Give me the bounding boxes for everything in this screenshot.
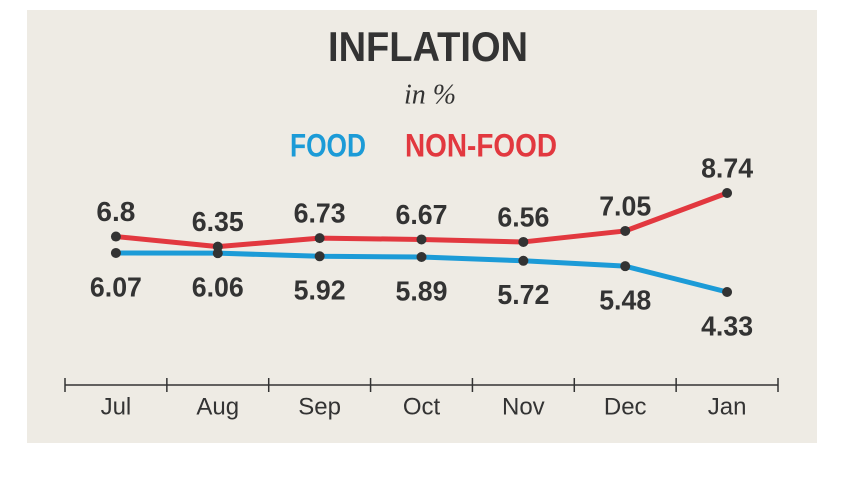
data-label: 5.72 [497,279,549,310]
x-tick-label: Dec [604,393,647,420]
chart-subtitle: in % [404,79,456,110]
point [722,287,733,297]
data-label: 6.73 [294,198,346,229]
panel [27,10,817,443]
legend-label: NON-FOOD [405,127,557,163]
point [416,234,427,245]
point [620,261,631,272]
point [314,251,325,262]
data-label: 8.74 [701,152,753,183]
data-label: 4.33 [701,310,753,341]
x-tick-label: Jan [708,393,747,420]
point [518,236,529,247]
point [314,233,325,244]
x-tick-label: Oct [403,393,441,420]
data-label: 6.56 [497,201,549,232]
point [518,255,529,266]
point [110,247,121,258]
data-label: 6.07 [90,271,142,302]
data-label: 7.05 [599,190,651,221]
data-label: 6.06 [192,272,244,303]
data-label: 5.48 [599,285,651,316]
data-label: 6.8 [96,196,135,227]
x-tick-label: Nov [502,393,545,420]
chart-title: INFLATION [328,23,528,70]
data-label: 6.67 [396,199,448,230]
data-label: 5.89 [396,275,448,306]
data-label: 6.35 [192,206,244,237]
legend-label: FOOD [290,127,366,163]
point [110,231,121,242]
point [212,241,223,252]
point [620,225,631,236]
point [416,251,427,262]
data-label: 5.92 [294,275,346,306]
x-tick-label: Aug [196,393,239,420]
point [722,188,733,198]
x-tick-label: Jul [101,393,132,420]
x-tick-label: Sep [298,393,341,420]
